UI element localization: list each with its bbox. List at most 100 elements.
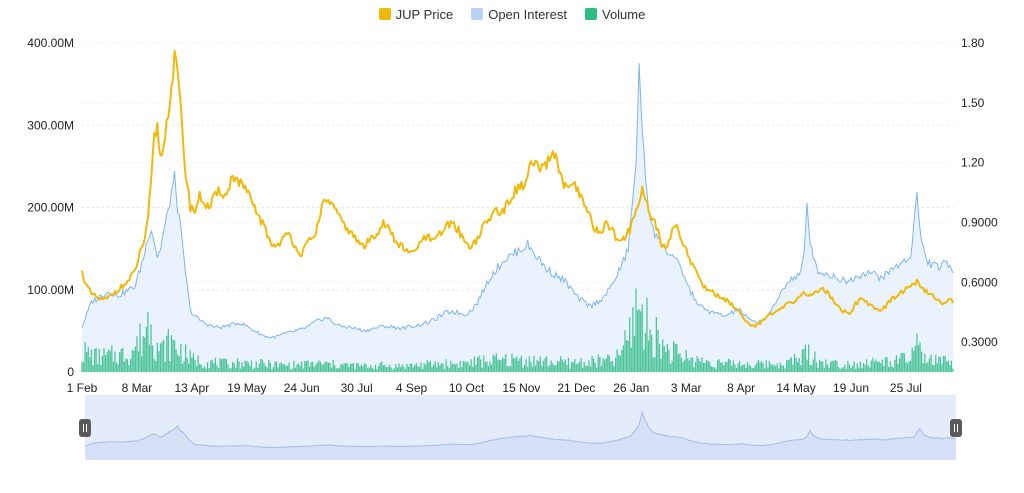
volume-bar bbox=[120, 348, 122, 372]
volume-bar bbox=[418, 367, 421, 372]
volume-bar bbox=[177, 354, 179, 372]
volume-bar bbox=[588, 360, 590, 372]
volume-bar bbox=[585, 365, 587, 372]
volume-bar bbox=[324, 361, 326, 372]
volume-bar bbox=[550, 360, 552, 372]
volume-bar bbox=[356, 362, 358, 372]
volume-series bbox=[81, 288, 954, 372]
volume-bar bbox=[271, 369, 273, 372]
volume-bar bbox=[657, 329, 659, 372]
volume-bar bbox=[787, 360, 789, 372]
volume-bar bbox=[458, 368, 460, 372]
volume-bar bbox=[104, 355, 107, 372]
volume-bar bbox=[569, 368, 571, 372]
volume-bar bbox=[541, 366, 543, 372]
volume-bar bbox=[658, 343, 661, 372]
volume-bar bbox=[299, 365, 301, 372]
range-navigator[interactable] bbox=[79, 395, 962, 460]
navigator-right-handle[interactable] bbox=[950, 419, 962, 437]
volume-bar bbox=[509, 366, 512, 372]
handle-body[interactable] bbox=[79, 419, 91, 437]
legend-item-jup-price[interactable]: JUP Price bbox=[378, 7, 453, 22]
volume-bar bbox=[928, 358, 931, 372]
volume-bar bbox=[98, 348, 100, 372]
volume-bar bbox=[249, 365, 251, 372]
volume-bar bbox=[844, 364, 846, 372]
volume-bar bbox=[840, 368, 843, 372]
volume-bar bbox=[732, 360, 734, 372]
volume-bar bbox=[373, 368, 375, 372]
volume-bar bbox=[530, 361, 532, 372]
volume-bar bbox=[552, 363, 554, 372]
volume-bar bbox=[360, 364, 362, 372]
volume-bar bbox=[913, 350, 915, 372]
volume-bar bbox=[809, 364, 811, 372]
volume-bar bbox=[354, 369, 356, 372]
legend-item-volume[interactable]: Volume bbox=[584, 7, 645, 22]
volume-bar bbox=[268, 359, 270, 372]
volume-bar bbox=[164, 361, 166, 372]
volume-bar bbox=[621, 350, 623, 372]
volume-bar bbox=[716, 360, 719, 372]
volume-bar bbox=[210, 360, 212, 372]
handle-body[interactable] bbox=[950, 419, 962, 437]
volume-bar bbox=[759, 362, 761, 372]
volume-bar bbox=[230, 367, 232, 372]
volume-bar bbox=[172, 339, 174, 372]
volume-bar bbox=[718, 359, 720, 372]
volume-bar bbox=[459, 360, 461, 372]
volume-bar bbox=[949, 364, 951, 372]
volume-bar bbox=[911, 347, 913, 372]
volume-bar bbox=[727, 358, 730, 372]
volume-bar bbox=[511, 354, 513, 372]
volume-bar bbox=[137, 351, 140, 372]
volume-bar bbox=[247, 362, 249, 372]
volume-bar bbox=[647, 340, 650, 372]
volume-bar bbox=[327, 362, 330, 372]
volume-bar bbox=[219, 358, 221, 372]
volume-bar bbox=[269, 362, 271, 372]
volume-bar bbox=[335, 368, 337, 372]
volume-bar bbox=[789, 359, 791, 372]
volume-bar bbox=[618, 354, 620, 372]
volume-bar bbox=[277, 367, 279, 372]
volume-bar bbox=[742, 364, 744, 372]
volume-bar bbox=[625, 340, 628, 372]
volume-bar bbox=[751, 368, 753, 372]
y-left-tick-label: 100.00M bbox=[27, 283, 74, 297]
volume-bar bbox=[698, 358, 700, 372]
volume-bar bbox=[464, 361, 466, 372]
volume-bar bbox=[662, 339, 664, 372]
volume-bar bbox=[583, 361, 585, 372]
volume-bar bbox=[545, 356, 548, 372]
volume-bar bbox=[390, 367, 392, 372]
volume-bar bbox=[456, 363, 458, 372]
volume-bar bbox=[475, 364, 477, 372]
volume-bar bbox=[539, 356, 541, 372]
volume-bar bbox=[150, 324, 152, 372]
volume-bar bbox=[773, 364, 775, 372]
open-interest-area bbox=[82, 63, 953, 372]
volume-bar bbox=[139, 323, 141, 372]
volume-bar bbox=[498, 359, 501, 372]
volume-bar bbox=[931, 364, 934, 372]
volume-bar bbox=[704, 362, 706, 372]
volume-bar bbox=[272, 367, 275, 372]
volume-bar bbox=[905, 361, 907, 372]
volume-bar bbox=[737, 363, 739, 372]
volume-bar bbox=[646, 297, 648, 372]
volume-bar bbox=[778, 368, 780, 372]
legend-item-open-interest[interactable]: Open Interest bbox=[471, 7, 567, 22]
volume-bar bbox=[952, 368, 954, 372]
volume-bar bbox=[815, 362, 818, 372]
volume-bar bbox=[560, 356, 562, 372]
volume-bar bbox=[221, 359, 223, 372]
volume-bar bbox=[470, 359, 472, 372]
volume-bar bbox=[616, 349, 618, 372]
volume-bar bbox=[203, 366, 206, 372]
volume-bar bbox=[359, 366, 361, 372]
navigator-left-handle[interactable] bbox=[79, 419, 91, 437]
volume-bar bbox=[387, 367, 389, 372]
volume-bar bbox=[308, 366, 311, 372]
volume-bar bbox=[125, 358, 127, 372]
